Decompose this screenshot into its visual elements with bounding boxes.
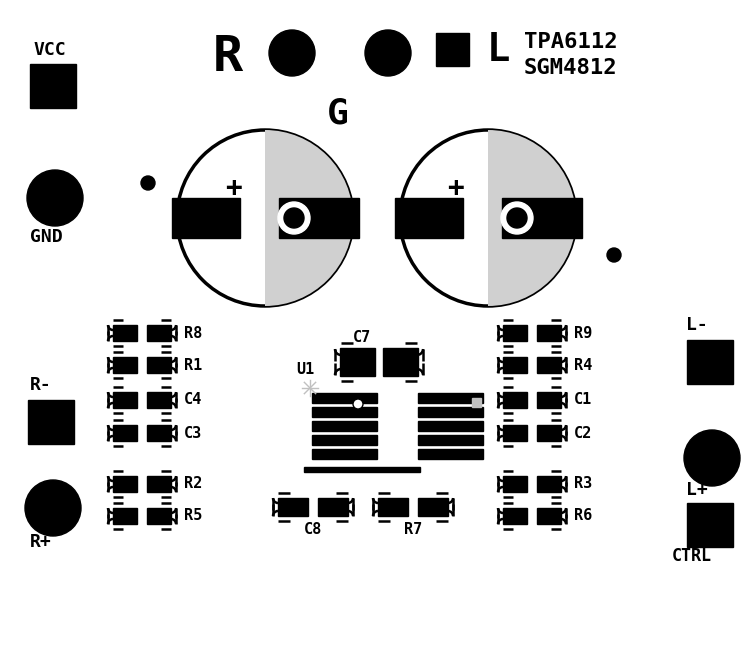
Bar: [395, 198, 463, 238]
Circle shape: [284, 208, 304, 228]
Text: L: L: [487, 31, 510, 69]
Text: +: +: [448, 174, 464, 202]
Bar: [503, 357, 527, 373]
Circle shape: [25, 480, 81, 536]
Text: R: R: [213, 33, 243, 81]
Bar: [537, 325, 561, 341]
Bar: [687, 503, 733, 547]
Text: SGM4812: SGM4812: [524, 58, 618, 78]
Bar: [312, 449, 377, 459]
Text: VCC: VCC: [33, 41, 66, 59]
Bar: [418, 449, 483, 459]
Bar: [279, 198, 359, 238]
Text: R3: R3: [574, 476, 592, 491]
Bar: [312, 407, 377, 417]
Bar: [418, 498, 448, 516]
Bar: [312, 393, 377, 403]
Bar: [147, 357, 171, 373]
Circle shape: [141, 176, 155, 190]
Text: C8: C8: [304, 522, 322, 537]
Text: R4: R4: [574, 358, 592, 373]
Bar: [312, 435, 377, 445]
Text: R7: R7: [404, 522, 422, 537]
Text: GND: GND: [30, 228, 62, 246]
Text: C2: C2: [574, 426, 592, 441]
Text: C7: C7: [352, 330, 371, 345]
Circle shape: [177, 130, 353, 306]
Bar: [28, 400, 74, 444]
Bar: [503, 425, 527, 441]
Text: G: G: [327, 96, 349, 130]
Circle shape: [365, 30, 411, 76]
Bar: [537, 508, 561, 524]
Bar: [340, 348, 375, 376]
Bar: [113, 392, 137, 408]
Text: C4: C4: [184, 393, 203, 408]
Circle shape: [400, 130, 576, 306]
Bar: [503, 325, 527, 341]
Bar: [147, 476, 171, 492]
Text: R8: R8: [184, 326, 203, 341]
Text: R-: R-: [30, 376, 52, 394]
Bar: [418, 407, 483, 417]
Circle shape: [269, 30, 315, 76]
Bar: [278, 498, 308, 516]
Text: R2: R2: [184, 476, 203, 491]
Circle shape: [27, 170, 83, 226]
Text: L-: L-: [686, 316, 708, 334]
Bar: [318, 498, 348, 516]
Bar: [147, 392, 171, 408]
Bar: [502, 198, 582, 238]
Text: R6: R6: [574, 509, 592, 524]
Text: U1: U1: [296, 363, 314, 378]
Bar: [113, 508, 137, 524]
Circle shape: [278, 202, 310, 234]
Text: R1: R1: [184, 358, 203, 373]
Wedge shape: [265, 130, 353, 306]
Text: R+: R+: [30, 533, 52, 551]
Circle shape: [607, 248, 621, 262]
Text: R9: R9: [574, 326, 592, 341]
Bar: [537, 392, 561, 408]
Circle shape: [501, 202, 533, 234]
Circle shape: [507, 208, 527, 228]
Circle shape: [684, 430, 740, 486]
Bar: [537, 357, 561, 373]
Bar: [113, 425, 137, 441]
Wedge shape: [488, 130, 576, 306]
Bar: [687, 340, 733, 384]
Bar: [383, 348, 418, 376]
Bar: [418, 393, 483, 403]
Bar: [172, 198, 240, 238]
Text: TPA6112: TPA6112: [524, 32, 618, 52]
Bar: [418, 421, 483, 431]
Bar: [537, 476, 561, 492]
Bar: [503, 392, 527, 408]
Bar: [113, 476, 137, 492]
Bar: [147, 325, 171, 341]
Bar: [312, 421, 377, 431]
Text: C3: C3: [184, 426, 203, 441]
Bar: [472, 398, 481, 407]
Bar: [30, 64, 76, 108]
Text: R5: R5: [184, 509, 203, 524]
Bar: [503, 476, 527, 492]
Bar: [113, 357, 137, 373]
Bar: [436, 33, 469, 66]
Bar: [503, 508, 527, 524]
Bar: [304, 467, 420, 472]
Text: C1: C1: [574, 393, 592, 408]
Bar: [378, 498, 408, 516]
Bar: [147, 508, 171, 524]
Bar: [418, 435, 483, 445]
Circle shape: [353, 399, 363, 409]
Bar: [537, 425, 561, 441]
Text: +: +: [225, 174, 242, 202]
Bar: [147, 425, 171, 441]
Text: CTRL: CTRL: [672, 547, 712, 565]
Text: L+: L+: [686, 481, 708, 499]
Bar: [113, 325, 137, 341]
